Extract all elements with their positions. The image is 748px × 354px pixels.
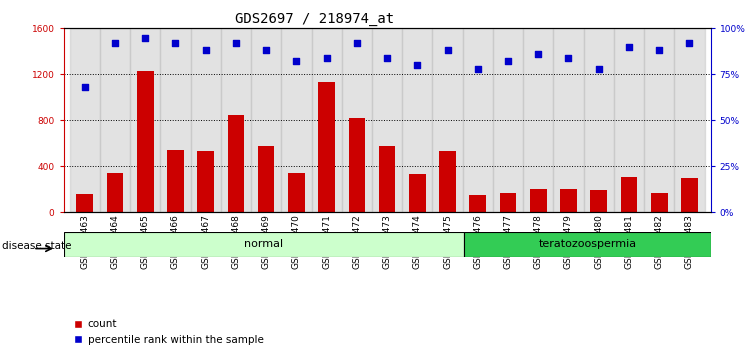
Bar xyxy=(493,28,523,212)
Bar xyxy=(590,190,607,212)
Bar xyxy=(402,28,432,212)
Bar xyxy=(227,115,245,212)
Point xyxy=(351,40,363,46)
Bar xyxy=(76,194,93,212)
Bar xyxy=(130,28,160,212)
Bar xyxy=(349,118,365,212)
Point xyxy=(109,40,121,46)
Bar xyxy=(614,28,644,212)
Bar xyxy=(554,28,583,212)
Bar xyxy=(160,28,191,212)
Bar xyxy=(288,173,304,212)
Bar xyxy=(191,28,221,212)
Text: GDS2697 / 218974_at: GDS2697 / 218974_at xyxy=(235,12,393,27)
Point xyxy=(623,44,635,50)
Point xyxy=(533,51,545,57)
Text: teratozoospermia: teratozoospermia xyxy=(539,239,637,249)
Bar xyxy=(651,193,667,212)
Bar xyxy=(251,28,281,212)
Point xyxy=(79,84,91,90)
Bar xyxy=(221,28,251,212)
Point xyxy=(381,55,393,61)
Point xyxy=(170,40,182,46)
Bar xyxy=(409,175,426,212)
Text: normal: normal xyxy=(245,239,283,249)
Bar xyxy=(560,189,577,212)
Bar xyxy=(378,146,396,212)
Bar xyxy=(500,193,516,212)
Point xyxy=(592,66,604,72)
Point xyxy=(321,55,333,61)
Bar xyxy=(258,146,275,212)
Point xyxy=(441,47,453,53)
Bar xyxy=(470,195,486,212)
Bar xyxy=(463,28,493,212)
Bar xyxy=(70,28,100,212)
Text: disease state: disease state xyxy=(2,241,72,251)
Point xyxy=(290,59,302,64)
Point xyxy=(562,55,574,61)
Point xyxy=(653,47,665,53)
Bar xyxy=(107,173,123,212)
Point xyxy=(230,40,242,46)
Point xyxy=(200,47,212,53)
Bar xyxy=(372,28,402,212)
Bar xyxy=(342,28,372,212)
Bar xyxy=(311,28,342,212)
Point xyxy=(260,47,272,53)
Bar xyxy=(281,28,311,212)
Bar xyxy=(167,150,184,212)
Bar xyxy=(523,28,554,212)
Bar xyxy=(100,28,130,212)
Legend: count, percentile rank within the sample: count, percentile rank within the sample xyxy=(69,315,268,349)
Point xyxy=(472,66,484,72)
Bar xyxy=(432,28,463,212)
Bar xyxy=(530,189,547,212)
Bar xyxy=(319,82,335,212)
Point xyxy=(139,35,151,40)
Bar xyxy=(464,232,711,257)
Bar xyxy=(681,178,698,212)
Bar xyxy=(64,232,464,257)
Point xyxy=(684,40,696,46)
Point xyxy=(411,62,423,68)
Bar xyxy=(644,28,674,212)
Point xyxy=(502,59,514,64)
Bar xyxy=(583,28,614,212)
Bar xyxy=(137,71,153,212)
Bar xyxy=(621,177,637,212)
Bar xyxy=(439,152,456,212)
Bar xyxy=(674,28,705,212)
Bar xyxy=(197,152,214,212)
